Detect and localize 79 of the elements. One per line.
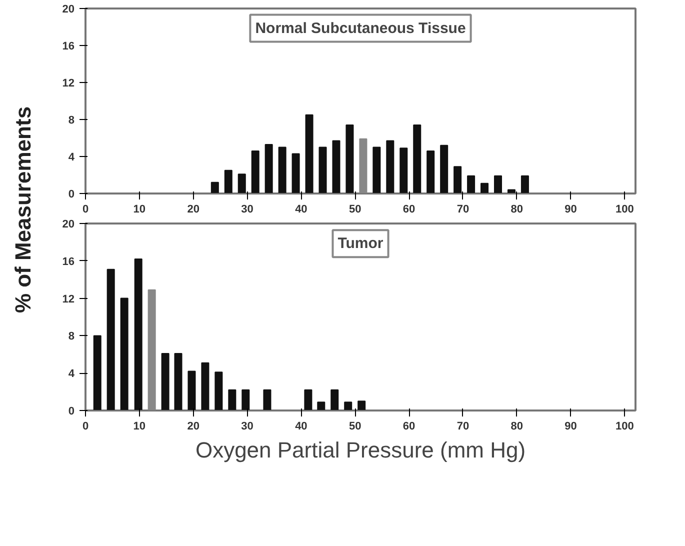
y-tick-label: 12 xyxy=(62,78,75,90)
x-tick-label: 30 xyxy=(241,204,254,216)
y-tick-label: 4 xyxy=(68,368,76,380)
bar xyxy=(148,289,156,410)
bar xyxy=(263,389,272,410)
bar xyxy=(346,124,354,194)
bar xyxy=(201,362,210,410)
bar xyxy=(426,150,435,194)
bar xyxy=(454,166,462,194)
x-tick-label: 0 xyxy=(82,204,89,216)
bar xyxy=(386,140,394,194)
bar xyxy=(359,138,368,194)
x-tick-label: 100 xyxy=(616,420,634,432)
bar xyxy=(332,140,340,194)
x-tick-label: 0 xyxy=(82,420,89,432)
x-tick-label: 40 xyxy=(295,204,308,216)
x-tick-label: 30 xyxy=(241,420,254,432)
bar xyxy=(120,298,128,410)
bar xyxy=(224,170,232,194)
bar xyxy=(305,114,314,194)
bar xyxy=(242,389,250,410)
y-tick-label: 0 xyxy=(68,406,75,418)
x-tick-label: 50 xyxy=(348,420,362,432)
y-tick-label: 12 xyxy=(62,293,75,306)
y-tick-label: 8 xyxy=(68,330,75,343)
bar xyxy=(161,352,170,410)
bar xyxy=(304,389,312,410)
bar xyxy=(210,182,219,194)
y-axis-title: % of Measurements xyxy=(10,106,36,314)
x-tick-label: 90 xyxy=(564,204,577,216)
x-tick-label: 80 xyxy=(510,420,524,432)
x-tick-label: 70 xyxy=(456,420,470,432)
bar xyxy=(494,175,502,194)
y-tick-label: 16 xyxy=(62,256,75,268)
x-tick-label: 40 xyxy=(295,420,308,432)
x-tick-label: 60 xyxy=(402,204,416,216)
bar xyxy=(480,182,489,194)
y-tick-label: 0 xyxy=(68,188,75,200)
bar xyxy=(520,175,529,194)
bar xyxy=(317,402,326,410)
bar xyxy=(358,400,366,410)
bar xyxy=(174,352,182,410)
x-tick-label: 80 xyxy=(510,204,524,216)
bar xyxy=(238,174,246,194)
x-tick-label: 20 xyxy=(187,420,200,432)
x-tick-label: 50 xyxy=(348,204,362,216)
y-tick-label: 20 xyxy=(62,4,75,16)
y-tick-label: 20 xyxy=(62,218,75,230)
x-tick-label: 20 xyxy=(187,204,200,216)
bar xyxy=(440,144,448,194)
bar xyxy=(134,258,142,410)
bar xyxy=(467,175,476,194)
bar xyxy=(372,146,381,194)
x-tick-label: 60 xyxy=(402,420,416,432)
x-tick-label: 90 xyxy=(564,420,577,432)
x-tick-label: 100 xyxy=(616,204,634,216)
bar xyxy=(93,335,102,410)
bar xyxy=(228,389,236,410)
bar xyxy=(292,153,300,194)
bar xyxy=(400,148,408,194)
x-tick-label: 10 xyxy=(133,204,146,216)
y-tick-label: 8 xyxy=(68,114,75,126)
bar xyxy=(214,372,223,410)
bar xyxy=(413,124,422,194)
bar xyxy=(278,146,286,194)
x-axis-title: Oxygen Partial Pressure (mm Hg) xyxy=(195,438,526,462)
bar xyxy=(188,370,196,410)
x-tick-label: 70 xyxy=(456,204,470,216)
bar xyxy=(318,146,327,194)
bar xyxy=(330,389,339,410)
text: Tumor xyxy=(338,235,384,252)
bar xyxy=(344,402,352,410)
x-tick-label: 10 xyxy=(133,420,146,432)
bar xyxy=(251,150,260,194)
bar xyxy=(264,144,273,194)
text: Normal Subcutaneous Tissue xyxy=(255,20,466,37)
y-tick-label: 4 xyxy=(68,152,76,164)
y-tick-label: 16 xyxy=(62,40,75,52)
bar xyxy=(106,268,115,410)
